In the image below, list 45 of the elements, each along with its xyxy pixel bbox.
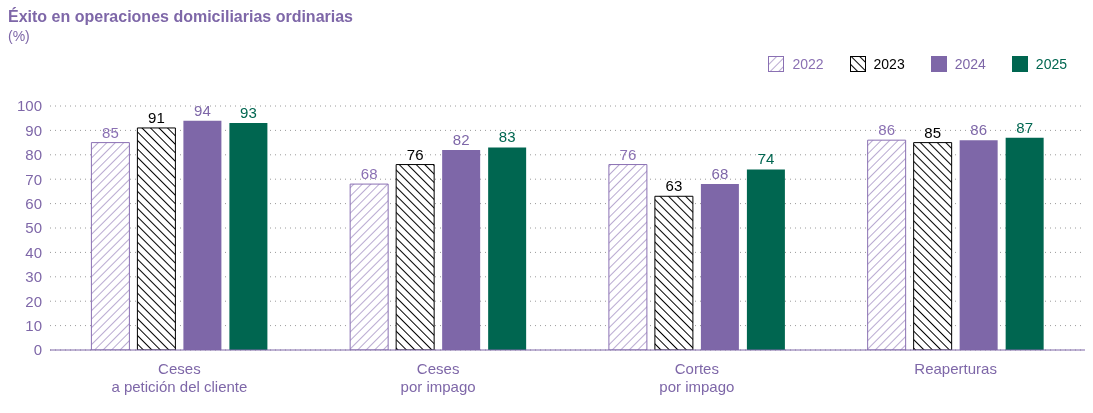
- y-tick-label: 0: [33, 341, 42, 359]
- x-tick-label: Ceses a petición del cliente: [111, 360, 248, 395]
- data-label: 85: [924, 123, 941, 141]
- legend-label: 2024: [954, 56, 986, 72]
- x-tick-label: Reaperturas: [914, 360, 997, 377]
- legend-label: 2023: [873, 56, 905, 72]
- data-label: 68: [360, 165, 378, 183]
- y-tick-label: 20: [25, 292, 42, 310]
- y-tick-label: 60: [25, 194, 42, 212]
- data-label: 86: [878, 121, 895, 139]
- y-tick-label: 40: [25, 243, 42, 261]
- data-label: 76: [619, 145, 637, 163]
- bar: [1005, 137, 1044, 350]
- bar: [488, 147, 527, 350]
- bar: [654, 195, 694, 350]
- data-label: 86: [970, 121, 987, 139]
- bar: [746, 169, 785, 350]
- y-tick-label: 10: [25, 316, 42, 334]
- data-label: 74: [757, 150, 775, 168]
- y-tick-label: 30: [25, 268, 42, 286]
- y-tick-label: 70: [25, 170, 42, 188]
- chart-title: Éxito en operaciones domiciliarias ordinarias: [8, 8, 354, 26]
- data-label: 82: [452, 130, 470, 148]
- data-label: 91: [148, 108, 165, 126]
- bar: [136, 127, 176, 350]
- bar: [395, 164, 435, 350]
- data-label: 83: [498, 128, 516, 146]
- x-tick-label: Ceses por impago: [400, 360, 476, 395]
- chart-subtitle: (%): [8, 28, 30, 44]
- data-label: 63: [665, 177, 683, 195]
- data-label: 94: [194, 101, 211, 119]
- y-tick-label: 90: [25, 121, 42, 139]
- y-tick-label: 50: [25, 219, 42, 237]
- data-label: 76: [406, 145, 424, 163]
- bar: [229, 123, 268, 350]
- legend-label: 2025: [1035, 56, 1067, 72]
- data-label: 68: [711, 165, 729, 183]
- data-label: 87: [1016, 118, 1033, 136]
- bar: [913, 142, 953, 350]
- y-tick-label: 100: [16, 97, 42, 115]
- y-tick-label: 80: [25, 146, 42, 164]
- data-label: 85: [102, 123, 119, 141]
- data-label: 93: [240, 104, 257, 122]
- legend-label: 2022: [792, 56, 824, 72]
- x-tick-label: Cortes por impago: [659, 360, 735, 395]
